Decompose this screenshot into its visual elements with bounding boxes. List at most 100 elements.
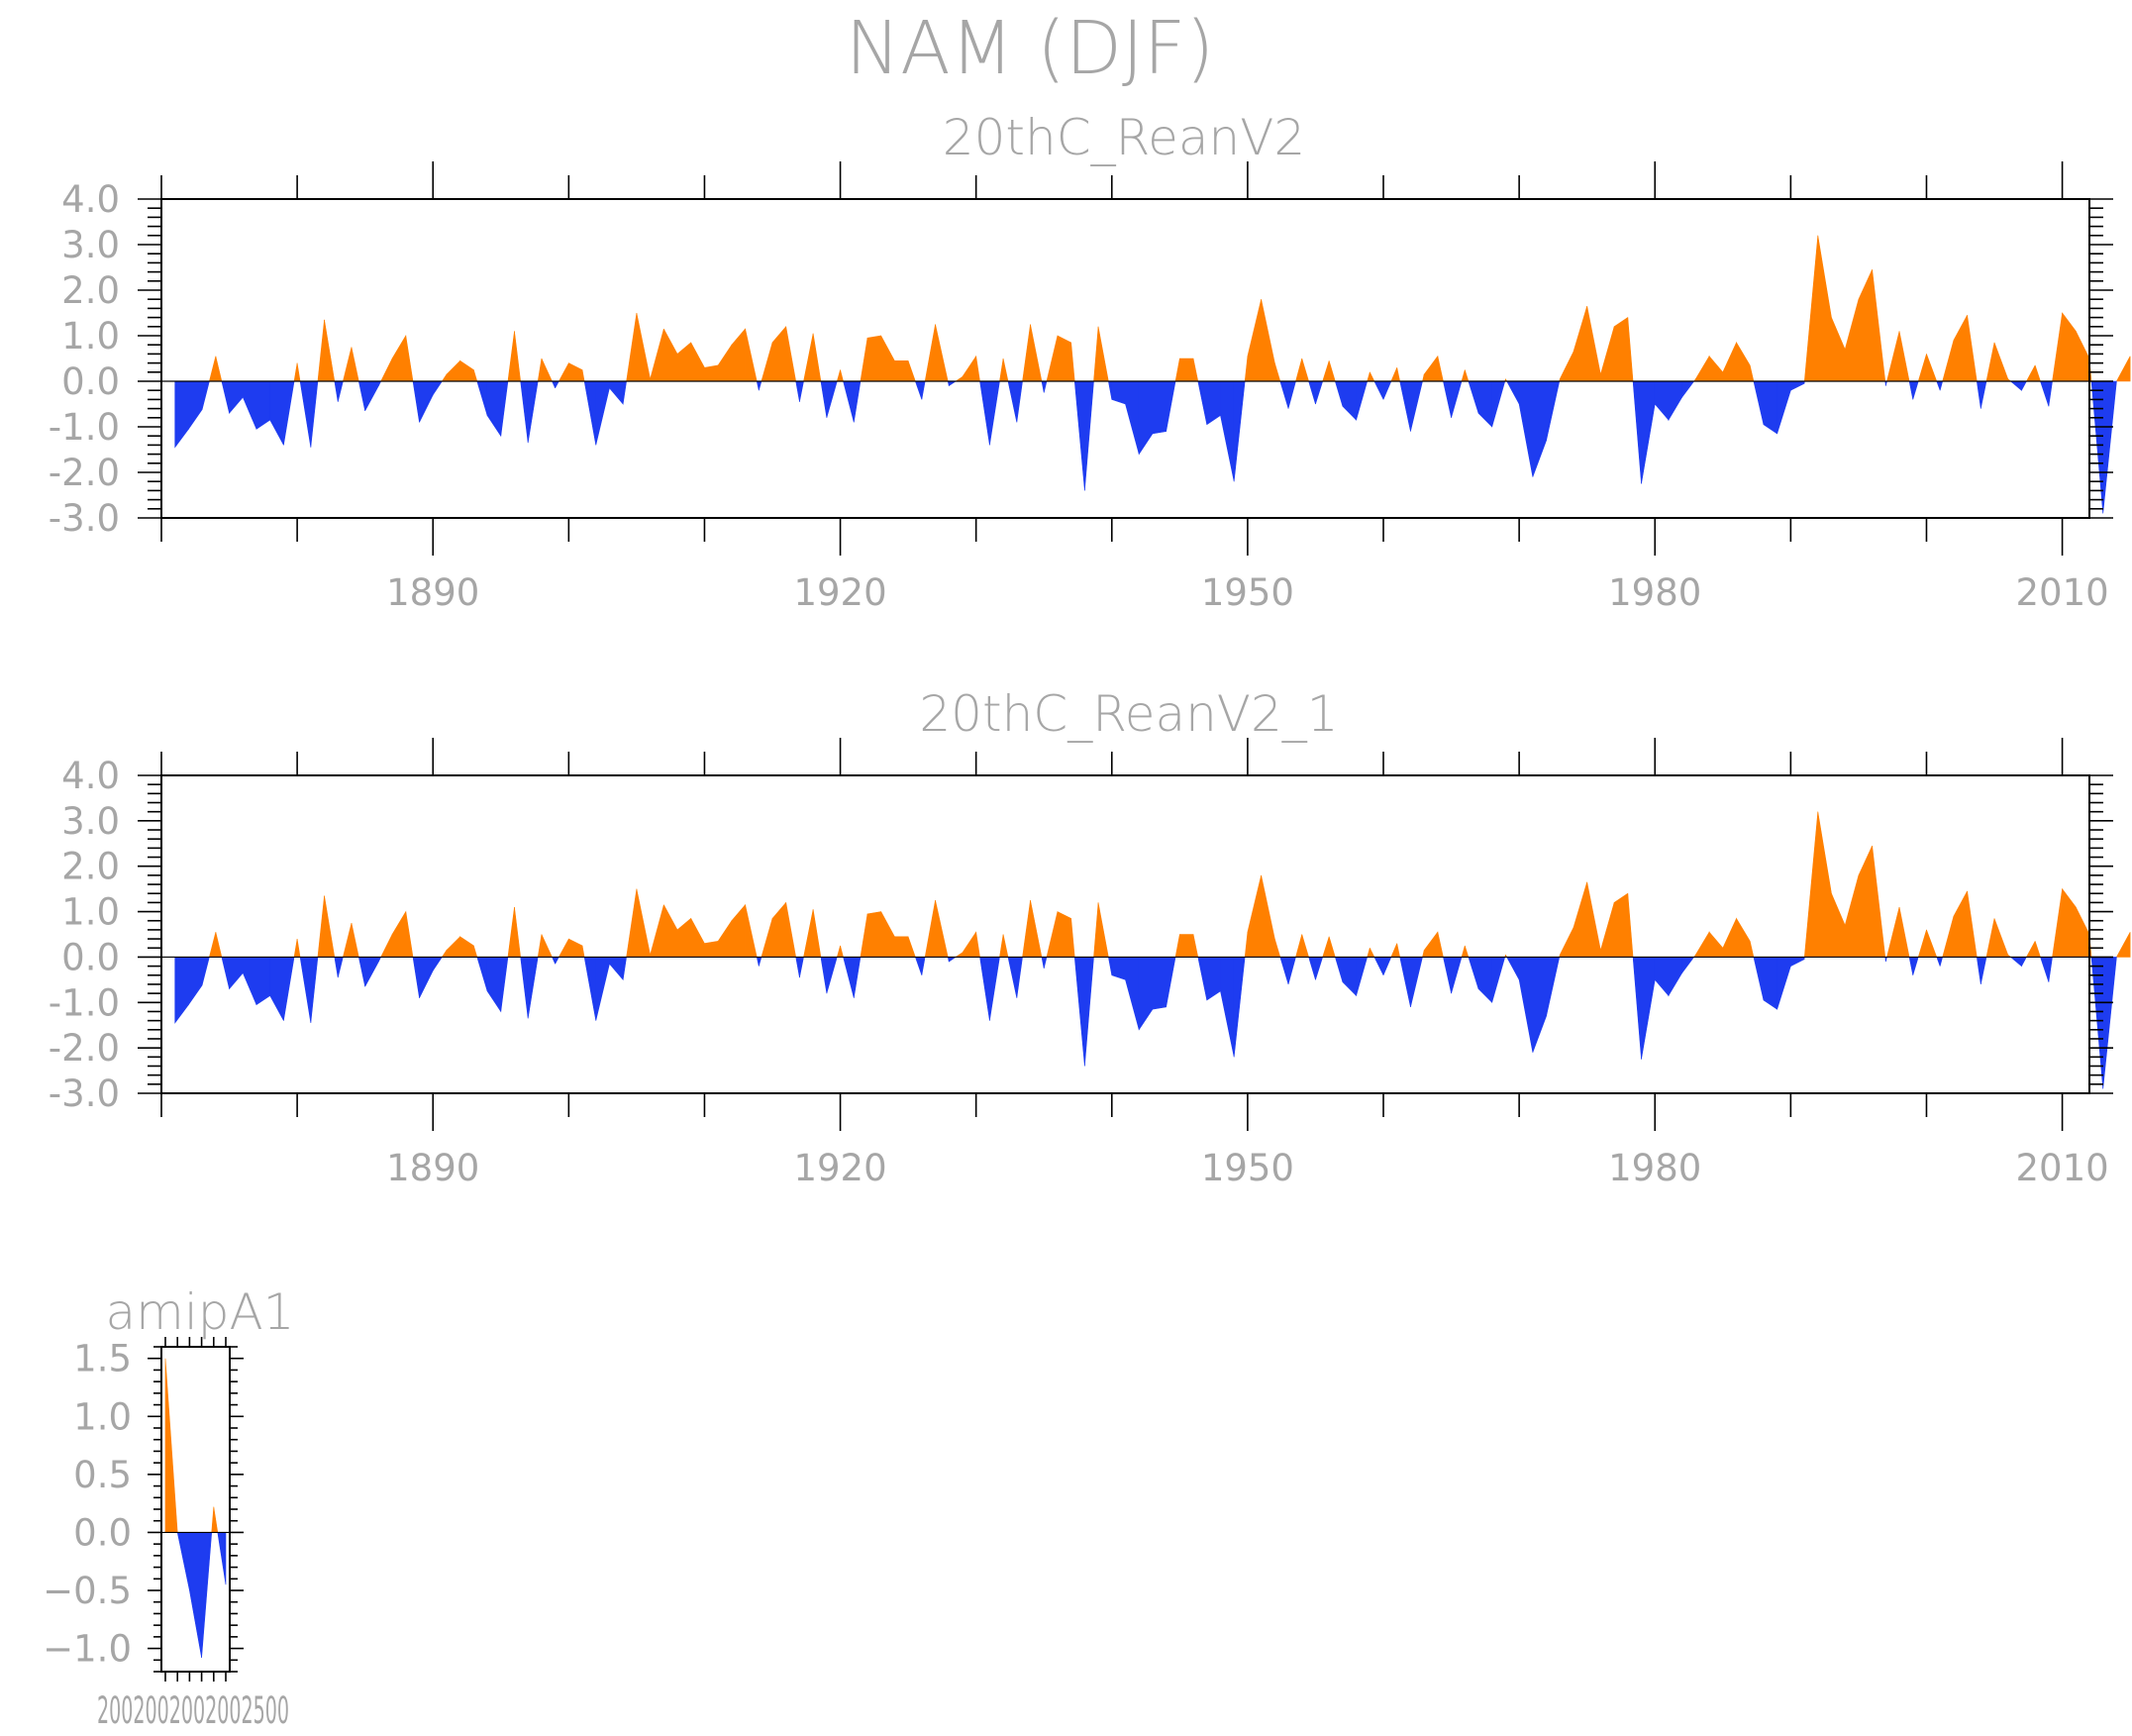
y-tick-label: 0.5 <box>73 1454 132 1496</box>
negative-area-segment <box>609 957 624 981</box>
negative-area-segment <box>432 380 443 396</box>
positive-area-segment <box>459 936 474 958</box>
negative-area-segment <box>174 380 189 449</box>
negative-area-segment <box>1654 957 1670 997</box>
negative-area-segment <box>378 957 382 963</box>
positive-area-segment <box>1328 360 1336 382</box>
positive-area-segment <box>1898 906 1910 958</box>
negative-area-segment <box>826 380 838 418</box>
negative-area-segment <box>1936 957 1941 967</box>
positive-area-segment <box>771 901 787 958</box>
positive-area-segment <box>1437 356 1444 382</box>
negative-area-segment <box>1980 380 1987 409</box>
positive-area-segment <box>761 342 773 382</box>
positive-area-segment <box>441 373 448 382</box>
positive-area-segment <box>2052 312 2063 382</box>
positive-area-segment <box>2062 312 2077 382</box>
negative-area-segment <box>1073 957 1085 1067</box>
negative-area-segment <box>551 957 556 965</box>
negative-area-segment <box>310 380 319 448</box>
negative-area-segment <box>1546 957 1561 1017</box>
negative-area-segment <box>1373 957 1384 975</box>
negative-area-segment <box>527 957 539 1019</box>
negative-area-segment <box>1107 957 1113 975</box>
x-tick-label: 2010 <box>2015 571 2108 614</box>
negative-area-segment <box>1753 380 1765 425</box>
positive-area-segment <box>1573 306 1587 382</box>
negative-area-segment <box>242 380 257 430</box>
positive-area-segment <box>507 906 515 958</box>
panel-title: 20thC_ReanV2 <box>943 109 1305 166</box>
negative-area-segment <box>364 380 379 412</box>
positive-area-segment <box>894 360 909 382</box>
negative-area-segment <box>989 380 1000 446</box>
positive-area-segment <box>999 357 1004 382</box>
negative-area-segment <box>1532 380 1547 477</box>
negative-area-segment <box>1073 380 1085 491</box>
positive-area-segment <box>1274 938 1281 958</box>
negative-area-segment <box>1279 957 1289 985</box>
negative-area-segment <box>1152 380 1167 435</box>
negative-area-segment <box>201 380 210 410</box>
positive-area-segment <box>514 906 521 958</box>
positive-area-segment <box>1030 900 1043 958</box>
positive-area-segment <box>446 359 460 382</box>
negative-area-segment <box>283 380 295 446</box>
positive-area-segment <box>731 903 746 958</box>
negative-area-segment <box>1279 380 1289 409</box>
positive-area-segment <box>1179 934 1194 958</box>
positive-area-segment <box>1749 941 1755 958</box>
positive-area-segment <box>215 356 223 382</box>
negative-area-segment <box>432 957 443 972</box>
positive-area-segment <box>1328 936 1336 958</box>
positive-area-segment <box>880 911 895 958</box>
negative-area-segment <box>843 380 855 423</box>
positive-area-segment <box>324 895 336 958</box>
positive-area-segment <box>663 328 678 382</box>
y-tick-label: -3.0 <box>49 497 120 540</box>
negative-area-segment <box>310 957 319 1023</box>
negative-area-segment <box>1197 957 1208 1001</box>
positive-area-segment <box>459 359 474 382</box>
positive-area-segment <box>1926 929 1938 958</box>
positive-area-segment <box>2052 888 2063 958</box>
negative-area-segment <box>1518 957 1534 1053</box>
positive-area-segment <box>1953 890 1968 958</box>
positive-area-segment <box>650 904 664 958</box>
positive-area-segment <box>1600 902 1615 958</box>
negative-area-segment <box>1342 957 1357 997</box>
positive-area-segment <box>1917 929 1927 958</box>
negative-area-segment <box>476 957 488 991</box>
negative-area-segment <box>2048 380 2053 407</box>
negative-area-segment <box>853 957 862 998</box>
positive-area-segment <box>1464 369 1470 382</box>
positive-area-segment <box>380 934 393 958</box>
positive-area-segment <box>1370 948 1375 958</box>
positive-area-segment <box>380 357 393 382</box>
positive-area-segment <box>558 362 569 382</box>
negative-area-segment <box>979 380 990 446</box>
y-tick-label: 1.0 <box>61 891 120 934</box>
positive-area-segment <box>785 902 797 958</box>
negative-area-segment <box>1668 957 1682 997</box>
panel-20thc-reanv2-1: 20thC_ReanV2_1 4.03.02.01.00.0-1.0-2.0-3… <box>49 685 2131 1189</box>
positive-area-segment <box>293 939 298 958</box>
positive-area-segment <box>1295 934 1303 958</box>
negative-area-segment <box>795 380 800 402</box>
positive-area-segment <box>1967 890 1978 958</box>
positive-area-segment <box>541 357 553 382</box>
negative-area-segment <box>1976 380 1981 409</box>
positive-area-segment <box>2075 906 2090 958</box>
negative-area-segment <box>1477 957 1492 1004</box>
negative-area-segment <box>188 957 203 1006</box>
negative-area-segment <box>1790 380 1805 391</box>
positive-area-segment <box>581 945 585 958</box>
positive-area-segment <box>1367 371 1371 382</box>
negative-area-segment <box>1334 957 1344 982</box>
positive-area-segment <box>1022 900 1031 958</box>
negative-area-segment <box>1233 957 1246 1058</box>
positive-area-segment <box>164 1358 178 1533</box>
positive-area-segment <box>1831 893 1846 958</box>
positive-area-segment <box>704 941 719 958</box>
positive-area-segment <box>1437 932 1444 958</box>
